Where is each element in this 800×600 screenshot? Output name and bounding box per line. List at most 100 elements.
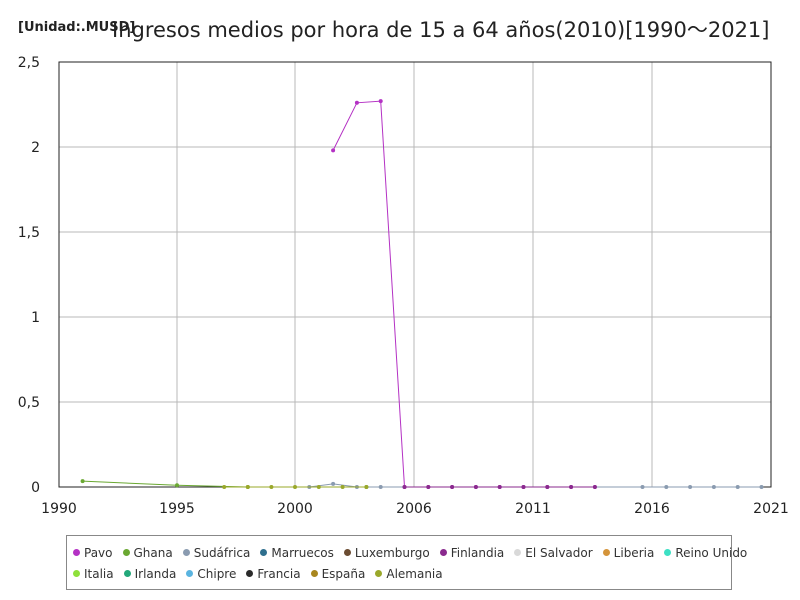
data-point	[402, 485, 407, 489]
unit-label: [Unidad:.MUSD]	[18, 20, 136, 35]
legend-marker	[182, 549, 190, 556]
data-point	[426, 485, 431, 489]
legend-row: Pavo Ghana Sudáfrica Marruecos Luxemburgo Fin…	[73, 542, 747, 563]
legend-marker	[514, 549, 522, 556]
series-layer	[80, 99, 764, 489]
legend-item[interactable]: Francia	[246, 566, 301, 581]
data-point	[378, 485, 383, 489]
series-finlandia	[402, 485, 597, 489]
data-point	[340, 485, 345, 489]
x-tick-label: 2000	[277, 501, 313, 517]
legend-label: Irlanda	[134, 566, 177, 581]
y-tick-label: 1	[31, 310, 40, 326]
data-point	[245, 485, 250, 489]
legend-marker	[186, 570, 194, 577]
x-tick-label: 1995	[159, 501, 195, 517]
series-alemania	[222, 485, 369, 489]
data-point	[331, 481, 336, 486]
data-point	[354, 100, 359, 105]
legend-item[interactable]: Alemania	[375, 566, 443, 581]
legend-item[interactable]: Irlanda	[123, 566, 177, 581]
x-tick-label: 1990	[41, 501, 77, 517]
chart-title: Ingresos medios por hora de 15 a 64 años…	[112, 18, 770, 42]
data-point	[175, 483, 179, 488]
legend-item[interactable]: Finlandia	[439, 545, 505, 560]
legend-marker	[439, 549, 447, 556]
data-point	[711, 485, 716, 489]
legend-item[interactable]: El Salvador	[514, 545, 593, 560]
legend-marker	[310, 570, 318, 577]
legend-item[interactable]: Italia	[73, 567, 114, 581]
data-point	[293, 485, 297, 489]
legend-label: Alemania	[386, 566, 443, 581]
legend-label: Italia	[84, 566, 114, 581]
data-point	[759, 485, 764, 489]
legend-marker	[73, 549, 80, 556]
data-point	[569, 485, 574, 489]
legend-item[interactable]: Reino Unido	[664, 546, 747, 560]
legend-marker	[122, 549, 130, 556]
legend: Pavo Ghana Sudáfrica Marruecos Luxemburgo Fin…	[66, 535, 747, 590]
legend-label: Pavo	[84, 545, 113, 560]
data-point	[222, 485, 227, 489]
x-tick-label: 2011	[515, 501, 551, 517]
legend-label: Francia	[257, 566, 301, 581]
legend-label: Luxemburgo	[354, 545, 430, 560]
y-tick-label: 0	[31, 480, 40, 496]
y-tick-label: 2,5	[18, 55, 40, 71]
y-tick-label: 0,5	[18, 395, 40, 411]
legend-marker	[260, 549, 268, 556]
data-point	[378, 99, 383, 104]
data-point	[545, 485, 550, 489]
legend-label: El Salvador	[525, 545, 593, 560]
data-point	[316, 485, 321, 489]
data-point	[473, 485, 478, 489]
data-point	[664, 485, 669, 489]
legend-label: Marruecos	[271, 545, 334, 560]
legend-marker	[123, 570, 131, 577]
series-line	[309, 483, 762, 488]
legend-marker	[602, 549, 610, 556]
legend-marker	[343, 549, 351, 556]
data-point	[735, 485, 740, 489]
legend-item[interactable]: Chipre	[186, 567, 236, 581]
legend-marker	[73, 570, 80, 577]
legend-label: Chipre	[197, 566, 237, 581]
data-point	[521, 485, 526, 489]
data-point	[592, 485, 597, 489]
legend-label: Reino Unido	[675, 545, 748, 560]
data-point	[497, 485, 502, 489]
legend-label: Ghana	[133, 545, 173, 560]
data-point	[80, 479, 85, 484]
legend-item[interactable]: Luxemburgo	[343, 545, 430, 560]
legend-label: España	[321, 566, 366, 581]
axis-labels: 1990 1995 2000 2006 2011 2016 2021 0 0,5 1 1,5 2 2,5	[18, 55, 789, 517]
legend-item[interactable]: Sudáfrica	[182, 545, 251, 560]
legend-label: Sudáfrica	[193, 545, 251, 560]
legend-item[interactable]: Liberia	[602, 545, 655, 560]
x-tick-label: 2016	[634, 501, 670, 517]
legend-marker	[375, 570, 383, 577]
legend-row: Italia Irlanda Chipre Francia España Alemania	[73, 563, 725, 584]
data-point	[450, 485, 455, 489]
legend-item[interactable]: Marruecos	[260, 546, 334, 560]
data-point	[688, 485, 693, 489]
legend-marker	[664, 549, 672, 556]
data-point	[331, 148, 336, 153]
y-tick-label: 2	[31, 140, 40, 156]
data-point	[640, 485, 645, 489]
data-point	[364, 485, 369, 489]
legend-item[interactable]: España	[310, 566, 366, 581]
legend-label: Finlandia	[450, 545, 505, 560]
legend-item[interactable]: Ghana	[122, 545, 173, 560]
legend-item[interactable]: Pavo	[73, 546, 113, 560]
data-point	[269, 485, 274, 489]
legend-label: Liberia	[613, 545, 655, 560]
y-tick-label: 1,5	[18, 225, 40, 241]
legend-marker	[246, 570, 254, 577]
grid-lines	[59, 62, 771, 487]
x-tick-label: 2021	[753, 501, 789, 517]
x-tick-label: 2006	[396, 501, 432, 517]
plot-area	[59, 62, 771, 487]
